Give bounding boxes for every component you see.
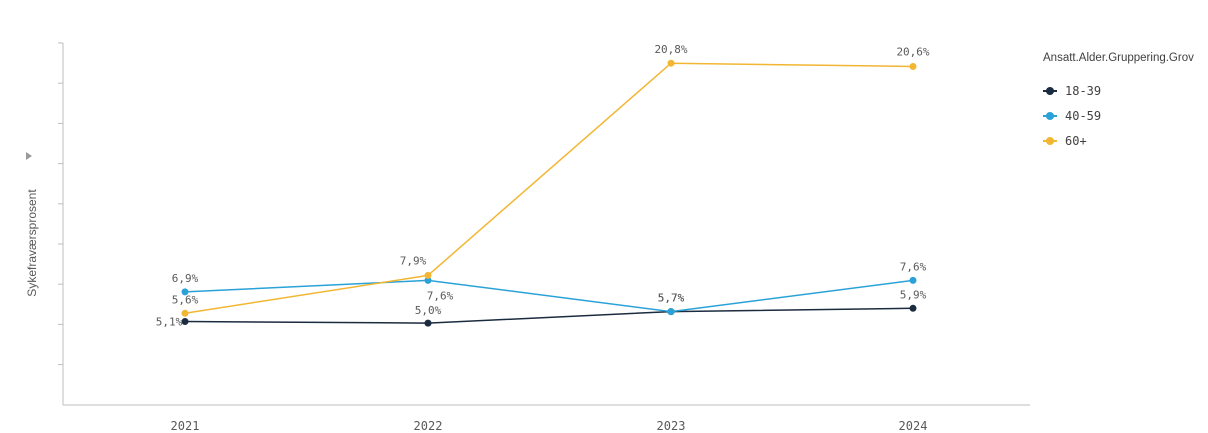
data-point-40-59[interactable] [667, 308, 675, 316]
data-point-40-59[interactable] [909, 276, 917, 284]
data-point-60+[interactable] [424, 271, 432, 279]
data-label-60+: 5,6% [172, 293, 199, 306]
x-tick-label: 2024 [899, 419, 928, 433]
data-label-60+: 7,9% [400, 254, 427, 267]
data-point-18-39[interactable] [909, 304, 917, 312]
series-points [181, 59, 917, 327]
axes [58, 42, 1030, 406]
legend-label: 60+ [1065, 133, 1087, 148]
legend: Ansatt.Alder.Gruppering.Grov 18-39 40-59 6… [1043, 52, 1203, 153]
data-label-40-59: 5,7% [658, 292, 685, 305]
series-line-18-39 [184, 307, 914, 324]
data-label-18-39: 5,9% [900, 288, 927, 301]
data-point-60+[interactable] [667, 59, 675, 67]
data-point-40-59[interactable] [181, 288, 189, 296]
legend-item-60+[interactable]: 60+ [1043, 128, 1203, 153]
data-label-60+: 20,6% [896, 46, 929, 59]
series-lines [184, 62, 914, 324]
legend-item-18-39[interactable]: 18-39 [1043, 78, 1203, 103]
data-point-60+[interactable] [909, 63, 917, 70]
legend-title: Ansatt.Alder.Gruppering.Grov [1043, 52, 1194, 64]
data-label-40-59: 7,6% [427, 289, 454, 302]
data-label-18-39: 5,0% [415, 304, 442, 317]
data-labels: 5,1%5,0%5,7% 5,9%6,9%7,6% 5,7%7,6%5,6%7,9%… [156, 43, 930, 328]
legend-label: 40-59 [1065, 108, 1102, 123]
x-tick-label: 2023 [657, 419, 686, 433]
data-label-40-59: 7,6% [900, 260, 927, 273]
legend-swatch-icon [1043, 86, 1057, 96]
y-axis-label: Sykefraværsprosent [25, 189, 39, 297]
data-label-18-39: 5,7% [658, 292, 685, 305]
data-label-18-39: 5,1% [156, 316, 183, 329]
x-tick-label: 2021 [171, 419, 200, 433]
data-label-60+: 20,8% [654, 43, 687, 56]
legend-label: 18-39 [1065, 83, 1102, 98]
x-tick-label: 2022 [414, 419, 443, 433]
legend-items: 18-39 40-59 60+ [1043, 78, 1203, 153]
x-tick-labels: 2021 2022 2023 2024 [171, 419, 928, 433]
series-line-40-59 [184, 279, 914, 313]
data-label-40-59: 6,9% [172, 272, 199, 285]
data-point-60+[interactable] [181, 309, 189, 317]
legend-item-40-59[interactable]: 40-59 [1043, 103, 1203, 128]
data-point-18-39[interactable] [424, 319, 432, 327]
legend-swatch-icon [1043, 111, 1057, 121]
data-point-18-39[interactable] [181, 318, 189, 325]
series-line-60+ [184, 62, 914, 315]
y-axis-menu-arrow-icon[interactable] [26, 152, 32, 160]
legend-swatch-icon [1043, 136, 1057, 146]
data-point-40-59[interactable] [424, 276, 432, 284]
